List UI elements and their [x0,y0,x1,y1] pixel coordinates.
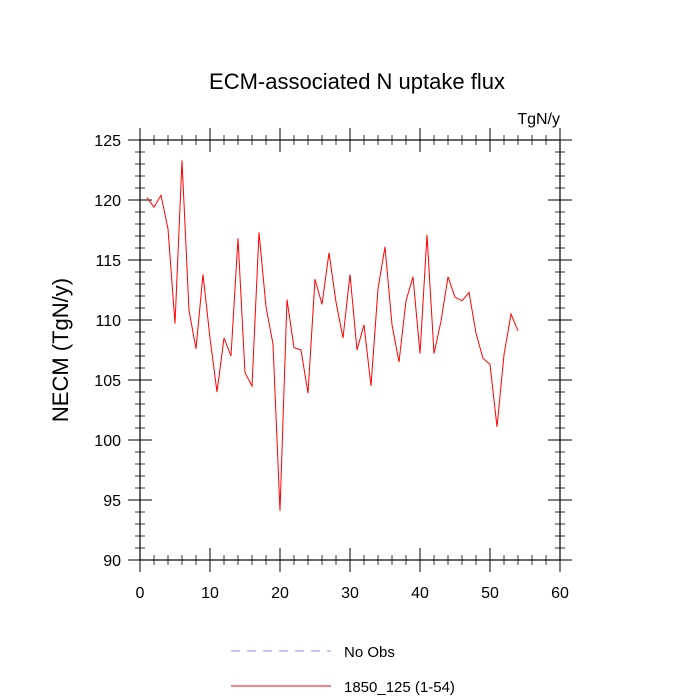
units-label: TgN/y [517,111,560,128]
series-layer [146,160,519,511]
y-tick-label: 105 [94,373,121,390]
y-tick-label: 100 [94,433,121,450]
plot-area [139,139,561,561]
series-line-1 [146,160,519,511]
x-tick-label: 40 [411,585,429,602]
y-axis-label: NECM (TgN/y) [48,278,73,422]
y-tick-label: 110 [95,313,121,330]
legend-label-1850-125: 1850_125 (1-54) [344,679,455,696]
x-tick-label: 10 [201,585,219,602]
legend: No Obs 1850_125 (1-54) [231,644,455,696]
major-ticks [128,128,572,572]
y-tick-label: 95 [103,493,121,510]
y-tick-label: 90 [103,553,121,570]
chart-title: ECM-associated N uptake flux [209,69,505,94]
x-tick-label: 20 [271,585,289,602]
minor-ticks [135,135,565,565]
legend-label-no-obs: No Obs [344,644,395,661]
x-tick-label: 60 [551,585,569,602]
tick-labels: 0 10 20 30 40 50 60 90 95 100 105 110 115 120 125 [94,133,569,602]
x-tick-label: 30 [341,585,359,602]
y-tick-label: 125 [94,133,121,150]
y-tick-label: 115 [95,253,121,270]
x-tick-label: 50 [481,585,499,602]
x-tick-label: 0 [136,585,145,602]
y-tick-label: 120 [94,193,121,210]
